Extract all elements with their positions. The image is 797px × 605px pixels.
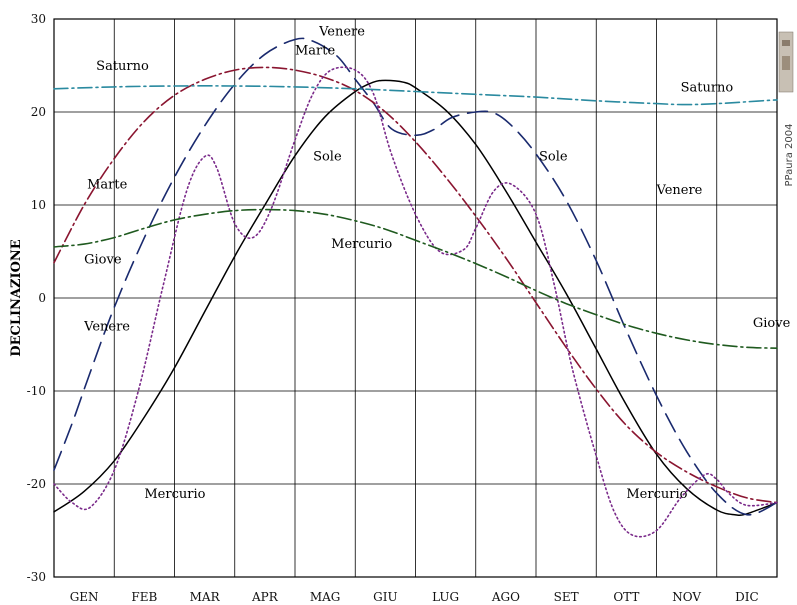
series-line-giove xyxy=(53,208,778,349)
x-tick-label: DIC xyxy=(735,590,759,604)
series-label-giove: Giove xyxy=(84,253,122,268)
y-tick-label: 0 xyxy=(38,291,46,305)
x-tick-label: MAG xyxy=(310,590,341,604)
credit-watermark: PPaura 2004 xyxy=(778,31,795,187)
series-label-sole: Sole xyxy=(539,149,568,164)
y-tick-label: -10 xyxy=(27,384,46,398)
y-axis-label: DECLINAZIONE xyxy=(9,239,24,356)
x-tick-label: SET xyxy=(554,590,579,604)
y-tick-label: 10 xyxy=(31,198,46,212)
series-line-sole xyxy=(53,79,778,516)
series-label-saturno: Saturno xyxy=(681,81,734,96)
y-tick-label: 30 xyxy=(31,12,46,26)
x-tick-label: FEB xyxy=(131,590,157,604)
series-label-mercurio: Mercurio xyxy=(331,237,392,252)
x-tick-label: MAR xyxy=(190,590,221,604)
series-label-venere: Venere xyxy=(83,320,130,335)
series-label-venere: Venere xyxy=(318,25,365,40)
series-line-mercurio xyxy=(53,66,778,538)
y-tick-label: -20 xyxy=(27,477,46,491)
chart-grid xyxy=(53,18,778,578)
x-tick-label: NOV xyxy=(672,590,701,604)
axis-ticks: 30 20 10 0 -10 -20 -30 GEN FEB MAR APR MAG GIU LUG AGO… xyxy=(27,12,759,604)
series-label-mercurio: Mercurio xyxy=(626,487,687,502)
series-label-venere: Venere xyxy=(656,183,703,198)
chart-series xyxy=(53,37,778,538)
series-labels: Saturno Saturno Venere Venere Venere Marte Mar… xyxy=(83,25,790,502)
series-label-giove: Giove xyxy=(753,316,791,331)
series-label-marte: Marte xyxy=(295,43,336,58)
x-tick-label: GEN xyxy=(70,590,99,604)
x-tick-label: OTT xyxy=(613,590,639,604)
series-label-saturno: Saturno xyxy=(96,59,149,74)
series-line-marte xyxy=(53,66,778,504)
series-label-marte: Marte xyxy=(87,177,128,192)
y-tick-label: 20 xyxy=(31,105,46,119)
y-tick-label: -30 xyxy=(27,570,46,584)
series-label-mercurio: Mercurio xyxy=(144,487,205,502)
x-tick-label: LUG xyxy=(432,590,459,604)
series-label-sole: Sole xyxy=(313,149,342,164)
series-line-saturno xyxy=(53,85,778,106)
credit-text: PPaura 2004 xyxy=(784,124,795,187)
x-tick-label: AGO xyxy=(491,590,520,604)
series-line-venere xyxy=(53,37,778,516)
x-tick-label: GIU xyxy=(373,590,397,604)
x-tick-label: APR xyxy=(251,590,279,604)
